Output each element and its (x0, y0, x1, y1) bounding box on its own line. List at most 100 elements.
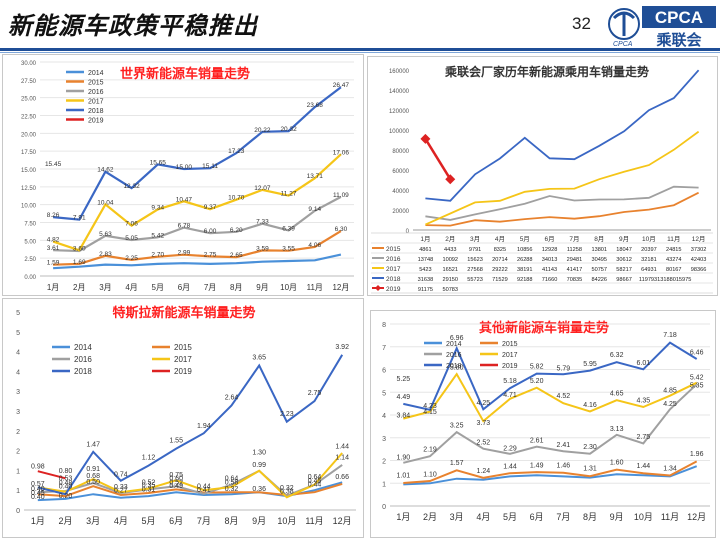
table-cell: 34013 (542, 257, 558, 263)
data-label: 2.75 (308, 390, 322, 397)
series-line-2016 (403, 383, 698, 464)
data-label: 15.65 (150, 159, 167, 166)
world-ev-sales-chart: 世界新能源车销量走势 0.00 2.50 5.00 7.50 10.00 12.50 15.… (2, 54, 364, 296)
data-label: 2.19 (423, 446, 437, 453)
x-tick-label: 6月 (530, 512, 544, 522)
data-label: 0.68 (86, 473, 100, 480)
data-label: 10.04 (97, 199, 114, 206)
x-tick-label: 3月 (86, 516, 100, 526)
series-line-2016 (37, 464, 343, 497)
data-label: 4.23 (423, 403, 437, 410)
tesla-sales-chart: 特斯拉新能源车销量走势 0 1 1 2 2 3 3 4 4 5 5 1月 2月 3月 4月 5月 6月 7月 8月 9… (2, 298, 364, 538)
series-line-2019 (37, 470, 66, 480)
y-tick-label: 5.00 (24, 239, 36, 245)
y-tick-label: 80000 (392, 149, 409, 155)
y-tick-label: 120000 (389, 109, 410, 115)
y-tick-label: 4 (16, 350, 20, 357)
table-cell: 70835 (567, 277, 583, 283)
x-tick-label: 5月 (141, 516, 155, 526)
y-tick-label: 4 (16, 369, 20, 376)
table-cell: 4433 (444, 247, 456, 253)
x-tick-label: 8月 (224, 516, 238, 526)
y-tick-label: 15.00 (21, 168, 37, 174)
x-tick-label: 2月 (58, 516, 72, 526)
table-cell: 16521 (442, 267, 458, 273)
data-label: 0.31 (142, 486, 156, 493)
data-label: 0.57 (31, 481, 45, 488)
data-label: 10.70 (228, 195, 245, 202)
legend-label: 2019 (502, 363, 518, 370)
y-tick-label: 5 (382, 390, 386, 397)
y-tick-label: 0.00 (24, 275, 36, 281)
data-label: 5.42 (690, 375, 704, 382)
y-tick-label: 1 (16, 468, 20, 475)
data-label: 10.47 (176, 196, 193, 203)
data-label: 7.18 (663, 332, 677, 339)
slide-title: 新能源车政策平稳推出 (8, 11, 258, 40)
data-label: 1.44 (637, 463, 651, 470)
table-cell: 91175 (418, 287, 433, 293)
series-line-2018 (425, 69, 700, 202)
table-cell: 8325 (494, 247, 506, 253)
table-header-cell: 12月 (692, 235, 706, 243)
x-tick-label: 4月 (125, 283, 137, 292)
table-cell: 50757 (591, 267, 607, 273)
data-label: 4.15 (423, 409, 437, 416)
series-line-2014 (403, 465, 698, 486)
table-cell: 32181 (641, 257, 657, 263)
y-tick-label: 30.00 (21, 61, 37, 67)
data-label: 9.37 (204, 204, 217, 211)
table-cell: 31638 (418, 277, 434, 283)
table-row-label: 2017 (386, 266, 401, 273)
series-line-2014 (53, 253, 342, 270)
data-label: 4.52 (557, 393, 571, 400)
legend-label: 2017 (88, 99, 104, 106)
y-tick-label: 160000 (389, 69, 410, 75)
data-label: 1.10 (423, 471, 437, 478)
table-cell: 38191 (517, 267, 533, 273)
data-label: 5.63 (99, 231, 112, 238)
data-label: 1.55 (169, 438, 183, 445)
data-label: 3.92 (335, 344, 349, 351)
table-cell: 42403 (691, 257, 707, 263)
data-label: 0.27 (114, 488, 128, 495)
legend-label: 2019 (174, 367, 192, 376)
data-label: 0.48 (59, 480, 73, 487)
data-label: 15.11 (202, 163, 218, 170)
x-tick-label: 7月 (556, 512, 570, 522)
data-label: 0.58 (225, 479, 239, 486)
y-tick-label: 2 (382, 459, 386, 466)
data-label: 4.35 (637, 397, 651, 404)
data-label: 0.74 (114, 471, 128, 478)
table-cell: 41143 (542, 267, 557, 273)
data-label: 0.53 (59, 476, 73, 483)
table-cell: 20397 (641, 247, 657, 253)
data-label: 6.30 (335, 226, 348, 233)
data-label: 9.14 (308, 206, 321, 213)
logo-mark-text: CPCA (613, 41, 633, 48)
data-label: 2.52 (477, 440, 491, 447)
table-cell: 29150 (442, 277, 458, 283)
cpca-chart-title: 乘联会厂家历年新能源乘用车销量走势 (444, 64, 649, 79)
table-cell: 13748 (418, 257, 434, 263)
legend-label: 2014 (74, 343, 92, 352)
table-cell: 9791 (469, 247, 481, 253)
y-tick-label: 20.00 (21, 132, 37, 138)
y-tick-label: 140000 (389, 89, 410, 95)
table-header-cell: 8月 (594, 235, 604, 243)
data-label: 3.61 (47, 245, 60, 252)
data-label: 2.23 (280, 411, 294, 418)
series-line-2015 (403, 460, 698, 484)
data-label: 3.59 (256, 245, 269, 252)
table-cell: 71660 (542, 277, 558, 283)
table-cell: 30495 (591, 257, 607, 263)
table-cell: 64931 (641, 267, 657, 273)
data-label: 0.41 (197, 487, 211, 494)
series-line-2019 (424, 138, 452, 180)
data-label: 2.29 (503, 445, 517, 452)
data-label: 3.55 (282, 246, 295, 253)
y-tick-label: 3 (16, 389, 20, 396)
tesla-chart-title: 特斯拉新能源车销量走势 (112, 305, 255, 320)
data-label: 0.49 (169, 483, 183, 490)
series-line-2017 (52, 153, 342, 252)
